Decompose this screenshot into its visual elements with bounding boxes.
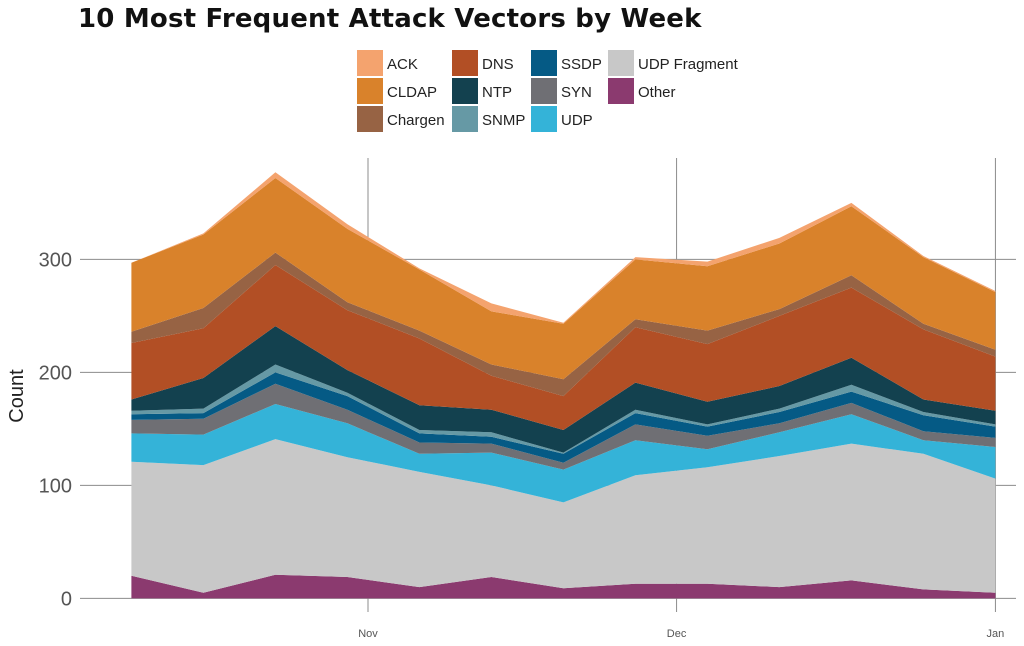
legend-item-cldap: CLDAP	[357, 78, 437, 104]
area-ntp	[131, 326, 996, 453]
legend-swatch-ssdp	[531, 50, 557, 76]
area-layer	[131, 172, 996, 599]
legend-label-chargen: Chargen	[387, 112, 445, 129]
legend-swatch-cldap	[357, 78, 383, 104]
legend-item-snmp: SNMP	[452, 106, 525, 132]
legend-swatch-snmp	[452, 106, 478, 132]
legend-item-chargen: Chargen	[357, 106, 445, 132]
area-udp-fragment	[131, 439, 996, 593]
legend-item-syn: SYN	[531, 78, 592, 104]
legend-item-udp-fragment: UDP Fragment	[608, 50, 739, 76]
legend-swatch-udp-fragment	[608, 50, 634, 76]
legend-swatch-other	[608, 78, 634, 104]
legend-item-dns: DNS	[452, 50, 514, 76]
chart-title: 10 Most Frequent Attack Vectors by Week	[78, 4, 702, 34]
legend-label-syn: SYN	[561, 84, 592, 101]
legend-label-ack: ACK	[387, 56, 418, 73]
legend-label-ssdp: SSDP	[561, 56, 602, 73]
legend-label-udp-fragment: UDP Fragment	[638, 56, 739, 73]
legend-swatch-dns	[452, 50, 478, 76]
y-tick-label-100: 100	[39, 475, 72, 497]
legend-item-ack: ACK	[357, 50, 418, 76]
area-cldap	[131, 178, 996, 380]
legend-item-udp: UDP	[531, 106, 593, 132]
legend-label-other: Other	[638, 84, 676, 101]
y-tick-label-200: 200	[39, 362, 72, 384]
x-tick-label-dec: Dec	[667, 628, 687, 640]
y-axis-title: Count	[6, 369, 28, 423]
legend-label-dns: DNS	[482, 56, 514, 73]
x-tick-label-nov: Nov	[358, 628, 378, 640]
legend: ACK CLDAP Chargen DNS NTP SNMP SSDP SYN UDP UDP F…	[357, 50, 739, 132]
legend-swatch-chargen	[357, 106, 383, 132]
legend-swatch-udp	[531, 106, 557, 132]
area-dns	[131, 265, 996, 430]
area-udp	[131, 404, 996, 503]
legend-swatch-ntp	[452, 78, 478, 104]
legend-item-ntp: NTP	[452, 78, 512, 104]
legend-label-udp: UDP	[561, 112, 593, 129]
legend-label-ntp: NTP	[482, 84, 512, 101]
legend-label-cldap: CLDAP	[387, 84, 437, 101]
legend-label-snmp: SNMP	[482, 112, 525, 129]
x-tick-label-jan: Jan	[987, 628, 1005, 640]
legend-item-other: Other	[608, 78, 676, 104]
y-tick-label-0: 0	[61, 588, 72, 610]
area-other	[131, 574, 996, 599]
legend-swatch-syn	[531, 78, 557, 104]
axis-layer: 0 100 200 300 Nov Dec Jan Count	[6, 249, 1004, 640]
y-tick-label-300: 300	[39, 249, 72, 271]
legend-item-ssdp: SSDP	[531, 50, 602, 76]
legend-swatch-ack	[357, 50, 383, 76]
